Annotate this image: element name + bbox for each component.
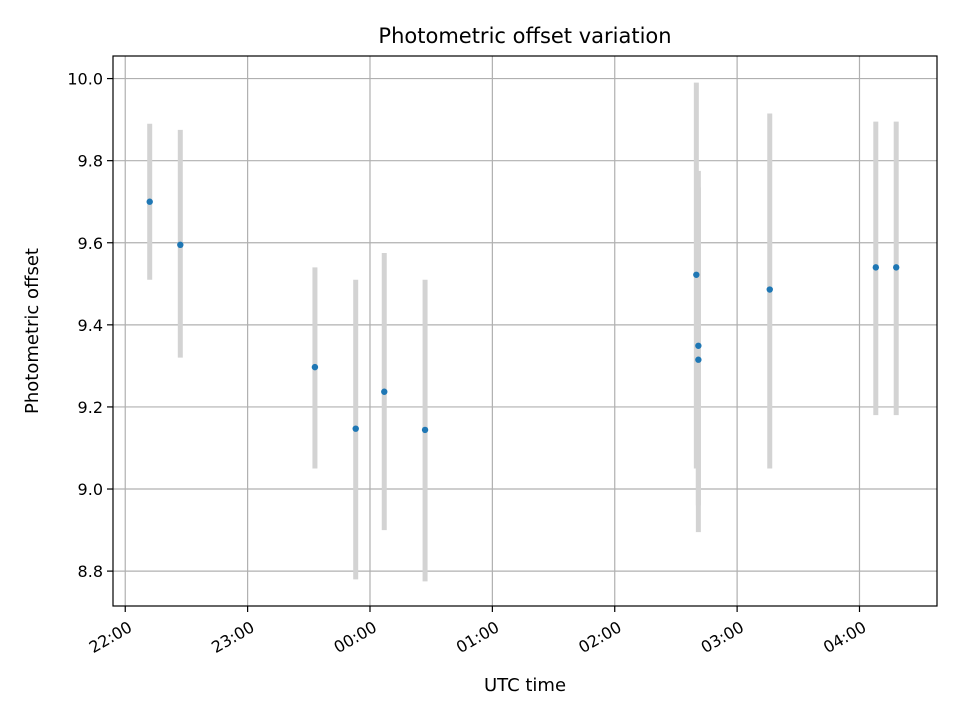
y-axis-title: Photometric offset [22,248,43,414]
data-point [146,198,153,205]
y-tick-label: 9.2 [78,398,103,417]
data-point [421,426,429,434]
y-tick-label: 9.0 [78,480,103,499]
data-points [146,198,900,434]
y-tick-label: 9.4 [78,316,103,335]
data-point [695,342,702,349]
y-tick-label: 9.8 [78,152,103,171]
plot-frame [112,55,938,607]
data-point [177,241,184,249]
y-tick-label: 9.6 [78,234,103,253]
chart-title: Photometric offset variation [378,24,671,48]
y-tick-label: 10.0 [67,70,103,89]
data-point [352,425,359,432]
data-point [766,286,773,293]
data-point [893,264,900,271]
y-tick-label: 8.8 [78,562,103,581]
data-point [311,363,319,371]
data-point [872,264,880,271]
x-axis-title: UTC time [484,675,566,696]
y-axis: 8.8 9.0 9.2 9.4 9.6 9.8 10.0 [67,70,113,581]
data-point [693,271,700,278]
data-point [695,356,702,363]
grid [113,56,937,606]
data-point [381,388,388,395]
